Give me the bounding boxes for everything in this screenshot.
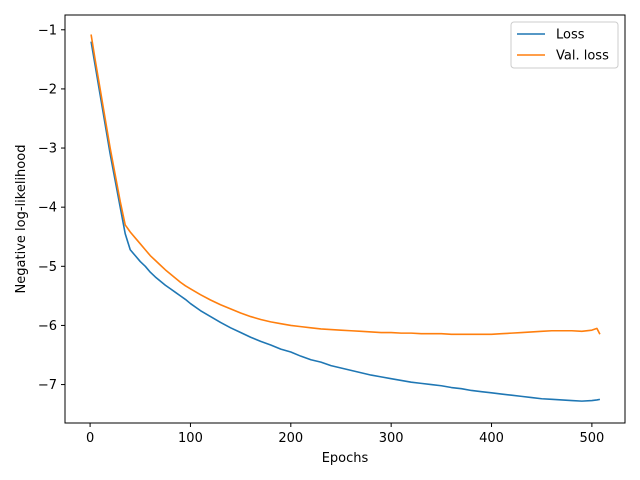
x-tick-label: 400 bbox=[479, 431, 504, 446]
x-tick-label: 300 bbox=[379, 431, 404, 446]
y-tick-label: −3 bbox=[38, 142, 57, 157]
y-tick-label: −7 bbox=[38, 378, 57, 393]
y-tick-label: −2 bbox=[38, 82, 57, 97]
y-tick-label: −5 bbox=[38, 260, 57, 275]
x-tick-label: 500 bbox=[579, 431, 604, 446]
y-tick-label: −1 bbox=[38, 23, 57, 38]
y-tick-label: −6 bbox=[38, 319, 57, 334]
series-line-1 bbox=[90, 34, 601, 336]
x-axis-label: Epochs bbox=[322, 451, 369, 466]
x-tick-label: 200 bbox=[278, 431, 303, 446]
y-axis-label: Negative log-likelihood bbox=[14, 145, 29, 294]
plot-frame bbox=[64, 14, 626, 424]
legend-label-1: Val. loss bbox=[556, 49, 609, 64]
legend: Loss Val. loss bbox=[510, 21, 619, 69]
x-tick-label: 100 bbox=[178, 431, 203, 446]
series-layer bbox=[90, 34, 601, 402]
y-tick-label: −4 bbox=[38, 201, 57, 216]
legend-label-0: Loss bbox=[556, 28, 585, 43]
series-line-0 bbox=[90, 41, 601, 402]
ticks-layer: 0 100 200 300 400 500 −1 −2 −3 −4 −5 −6 −7 bbox=[38, 23, 604, 446]
x-tick-label: 0 bbox=[86, 431, 94, 446]
